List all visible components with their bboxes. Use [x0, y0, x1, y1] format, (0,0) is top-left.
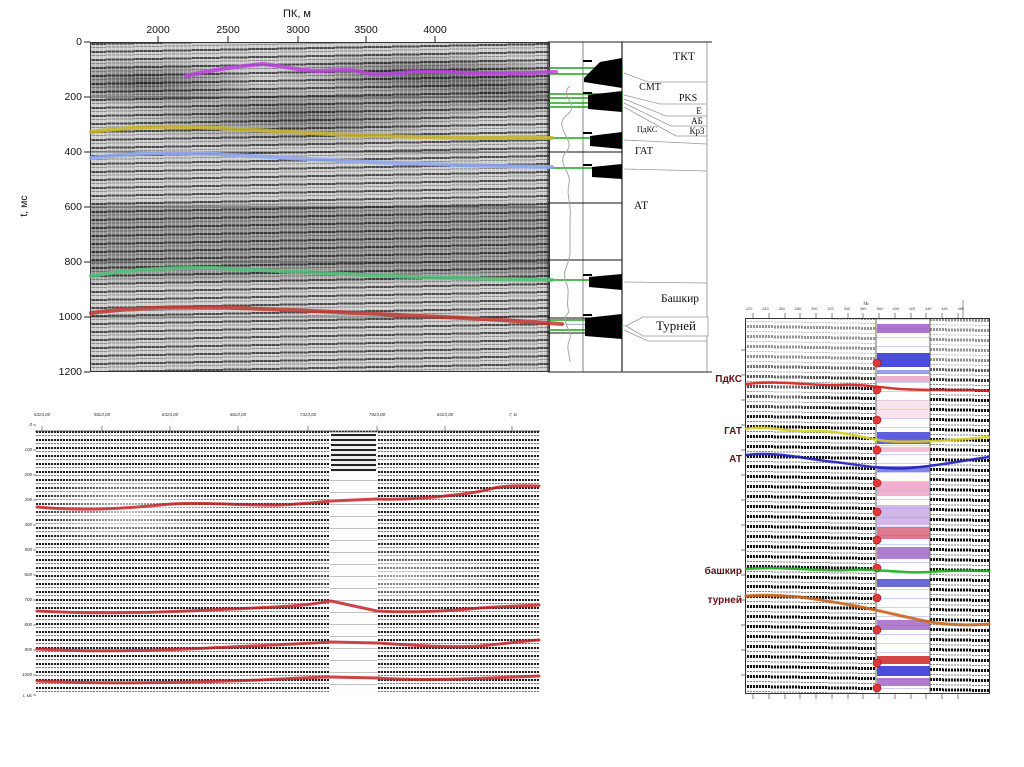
x-tick-label: 3000: [286, 24, 310, 36]
time-tick: 700: [24, 597, 32, 602]
well-log-curve: [561, 85, 573, 363]
y-tick-label: 1000: [58, 311, 82, 323]
right-top-tick: 240: [762, 307, 769, 311]
distance-label: 7823,00: [368, 412, 386, 417]
distance-label: 7323,00: [299, 412, 317, 417]
right-top-tick: 260: [778, 307, 785, 311]
time-tick: 500: [24, 547, 32, 552]
time-tick: 600: [24, 572, 32, 577]
right-top-tick: 340: [843, 307, 851, 311]
y-tick-label: 1200: [58, 366, 82, 378]
right-label-turnej: турней: [707, 595, 742, 606]
strat-label-ab: АБ: [691, 116, 703, 126]
bottom-well-insert-banding: [331, 434, 376, 472]
right-top-tick: 420: [908, 307, 916, 311]
strat-label-gat: ГАТ: [634, 146, 653, 157]
right-top-tick: 320: [827, 307, 834, 311]
x-tick-label: 4000: [423, 24, 447, 36]
distance-label: 5823,00: [93, 412, 111, 417]
right-seismic-section: [745, 318, 990, 694]
bottom-seismic-section: [35, 431, 540, 695]
strat-label-bashkir: Башкир: [660, 293, 700, 305]
time-tick: 0: [29, 422, 32, 427]
top-seismic-section: [90, 42, 550, 372]
time-tick: 300: [24, 497, 32, 502]
y-tick-label: 200: [64, 91, 82, 103]
top-y-axis-title: t, мс: [18, 195, 30, 217]
right-label-bashkir: башкир: [704, 566, 742, 577]
time-tick: 200: [24, 472, 32, 477]
y-tick-label: 800: [64, 256, 82, 268]
correlation-lines: [549, 67, 623, 331]
strat-label-at: АТ: [633, 200, 649, 212]
time-tick: 100: [24, 447, 32, 452]
right-top-tick: 300: [811, 307, 818, 311]
x-tick-label: 2500: [216, 24, 240, 36]
right-top-tick: 380: [876, 307, 883, 311]
strat-label-kr3: Кр3: [689, 126, 705, 136]
distance-label: 6823,00: [229, 412, 247, 417]
y-tick-label: 600: [64, 201, 82, 213]
right-top-tick: 280: [794, 307, 802, 311]
right-top-tick: 220: [746, 307, 753, 311]
right-label-gat: ГАТ: [724, 426, 742, 437]
strat-label-tkt: ТКТ: [673, 51, 695, 63]
time-tick: 800: [24, 622, 32, 627]
strat-label-pdks: ПдКС: [636, 125, 658, 134]
strat-label-e: Е: [696, 106, 702, 116]
time-unit: t, мс: [22, 693, 32, 698]
distance-label: 8323,00: [436, 412, 454, 417]
time-tick: 900: [24, 647, 32, 652]
right-top-tick: 400: [892, 307, 899, 311]
right-label-at: АТ: [729, 454, 742, 465]
strat-label-smt: СМТ: [639, 82, 661, 93]
time-tick: 400: [24, 522, 32, 527]
right-label-pdks: ПдКС: [715, 374, 742, 385]
right-top-ticks-row: 220 240 260 280 300 320 340 360 380 400 …: [746, 307, 964, 311]
distance-unit: Г, м: [509, 412, 517, 417]
synthetic-seismogram: [583, 58, 622, 339]
right-top-tick: 360: [859, 307, 867, 311]
time-tick: 1000: [21, 672, 32, 677]
top-x-axis-title: ПК, м: [283, 8, 311, 20]
y-tick-label: 400: [64, 146, 82, 158]
distance-label: 6323,00: [161, 412, 179, 417]
right-well-log-strip: [876, 319, 930, 693]
right-top-tick: 460: [941, 307, 948, 311]
right-top-label: №: [863, 301, 869, 307]
right-top-tick: 480: [957, 307, 964, 311]
strat-label-turnej: Турней: [656, 318, 696, 333]
x-tick-label: 2000: [146, 24, 170, 36]
y-tick-label: 0: [76, 36, 82, 48]
distance-label: 5323,00: [33, 412, 51, 417]
x-tick-label: 3500: [354, 24, 378, 36]
right-top-tick: 440: [925, 307, 932, 311]
strat-label-pks: PKS: [678, 93, 698, 104]
